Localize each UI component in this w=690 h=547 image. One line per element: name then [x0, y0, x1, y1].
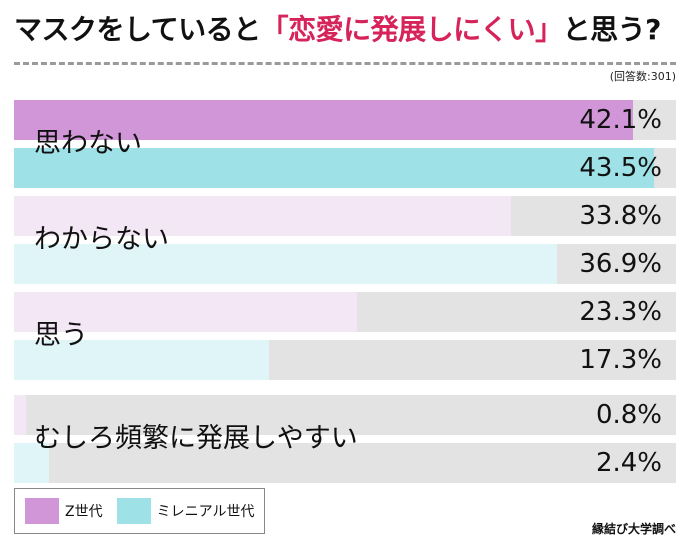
chart-title: マスクをしていると 「恋愛に発展しにくい」 と思う?	[14, 6, 661, 50]
bar-millennial-omou	[14, 340, 269, 380]
bar-group-omowanai: 42.1% 43.5% 思わない	[14, 100, 676, 188]
bar-track	[14, 292, 676, 332]
value-label: 2.4%	[595, 448, 662, 478]
bar-track	[14, 100, 676, 140]
legend-item-z-generation: Z世代	[25, 498, 103, 524]
legend: Z世代 ミレニアル世代	[14, 488, 266, 534]
bar-millennial-mushiro	[14, 443, 50, 483]
value-label: 33.8%	[579, 201, 662, 231]
legend-item-millennial: ミレニアル世代	[116, 498, 255, 524]
category-label: 思う	[34, 320, 88, 351]
value-label: 36.9%	[579, 249, 662, 279]
bar-z-generation-wakaranai	[14, 196, 512, 236]
dashed-divider	[14, 62, 676, 65]
bar-z-generation-mushiro	[14, 395, 26, 435]
bar-z-generation-omowanai	[14, 100, 634, 140]
legend-label-millennial: ミレニアル世代	[156, 504, 255, 520]
value-label: 17.3%	[579, 345, 662, 375]
bar-track	[14, 244, 676, 284]
title-prefix: マスクをしていると	[14, 13, 261, 46]
title-highlight: 「恋愛に発展しにくい」	[260, 13, 563, 46]
bar-track	[14, 443, 676, 483]
title-suffix: と思う?	[562, 13, 662, 46]
value-label: 0.8%	[595, 400, 662, 430]
source-credit: 縁結び大学調べ	[591, 522, 676, 536]
category-label: 思わない	[34, 128, 142, 159]
bar-z-generation-omou	[14, 292, 357, 332]
bar-group-mushiro: 0.8% 2.4% むしろ頻繁に発展しやすい	[14, 395, 676, 483]
bar-track	[14, 196, 676, 236]
legend-swatch-z-generation	[25, 498, 59, 524]
bar-track	[14, 395, 676, 435]
bar-group-omou: 23.3% 17.3% 思う	[14, 292, 676, 380]
legend-swatch-millennial	[116, 498, 151, 524]
bar-group-wakaranai: 33.8% 36.9% わからない	[14, 196, 676, 284]
value-label: 42.1%	[579, 105, 662, 135]
value-label: 23.3%	[579, 297, 662, 327]
value-label: 43.5%	[579, 153, 662, 183]
legend-label-z-generation: Z世代	[65, 504, 103, 520]
category-label: わからない	[34, 224, 169, 255]
bar-track	[14, 148, 676, 188]
bar-track	[14, 340, 676, 380]
bar-millennial-omowanai	[14, 148, 654, 188]
category-label: むしろ頻繁に発展しやすい	[34, 423, 358, 454]
bar-millennial-wakaranai	[14, 244, 557, 284]
respondent-count: (回答数:301)	[609, 70, 676, 83]
